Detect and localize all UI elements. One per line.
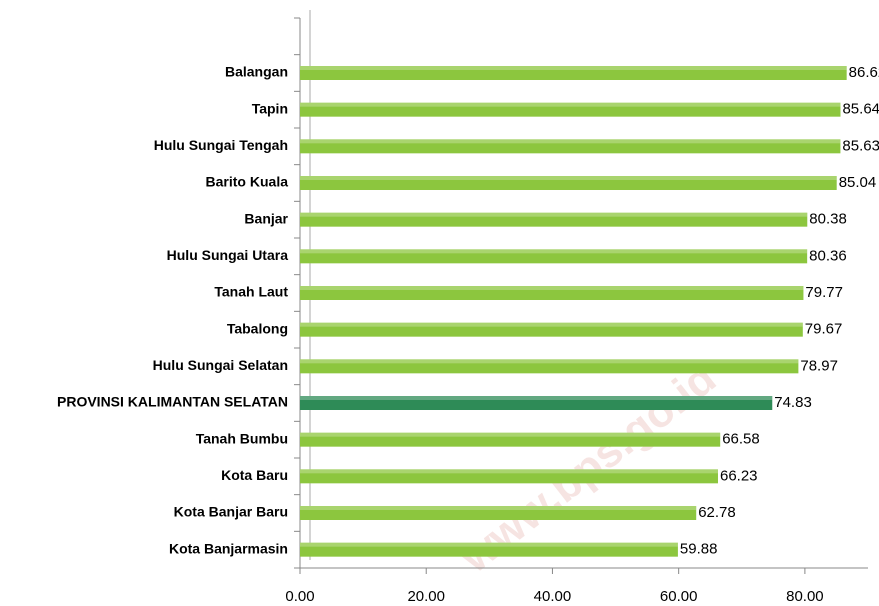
bar	[300, 506, 697, 520]
data-label: 86.62	[849, 64, 879, 81]
bar-highlight	[300, 359, 799, 364]
y-tick-label: Kota Banjar Baru	[174, 504, 288, 520]
y-tick-label: Tanah Laut	[214, 284, 288, 300]
data-label: 79.77	[805, 284, 843, 301]
y-tick-label: Tapin	[252, 100, 288, 116]
bar-highlight	[300, 139, 841, 144]
data-label: 80.38	[809, 211, 847, 228]
bar-highlight	[300, 396, 773, 400]
x-tick-label: 40.00	[534, 588, 572, 605]
bar-highlight	[300, 176, 837, 180]
bar	[300, 469, 718, 484]
bar-highlight	[300, 542, 678, 547]
bar	[300, 542, 678, 557]
data-label: 62.78	[698, 504, 736, 521]
y-tick-label: Hulu Sungai Selatan	[153, 357, 288, 373]
bar	[300, 102, 841, 117]
bar	[300, 286, 804, 300]
y-tick-label: PROVINSI KALIMANTAN SELATAN	[57, 394, 288, 410]
data-label: 78.97	[800, 357, 838, 374]
bar-highlight	[300, 212, 808, 217]
bar-highlight	[300, 249, 808, 254]
x-tick-label: 80.00	[786, 588, 824, 605]
y-tick-label: Tabalong	[227, 320, 288, 336]
data-label: 85.63	[842, 137, 879, 154]
bar-highlight	[300, 322, 803, 327]
bar	[300, 249, 808, 264]
data-label: 85.04	[839, 174, 877, 191]
data-label: 79.67	[805, 321, 843, 338]
bar	[300, 322, 803, 337]
bar	[300, 176, 837, 190]
x-tick-label: 0.00	[285, 588, 314, 605]
data-label: 66.58	[722, 431, 760, 448]
x-tick-label: 20.00	[407, 588, 445, 605]
y-tick-label: Tanah Bumbu	[196, 430, 288, 446]
bar-highlight	[300, 432, 721, 437]
bar	[300, 432, 721, 447]
bar-highlight	[300, 102, 841, 107]
data-label: 74.83	[774, 394, 812, 411]
data-label: 59.88	[680, 541, 718, 558]
bar	[300, 66, 847, 80]
y-tick-label: Hulu Sungai Tengah	[154, 137, 288, 153]
y-tick-label: Kota Banjarmasin	[169, 540, 288, 556]
data-label: 66.23	[720, 467, 758, 484]
bar-highlight	[300, 66, 847, 70]
data-label: 85.64	[842, 101, 879, 118]
y-tick-label: Balangan	[225, 64, 288, 80]
y-tick-label: Barito Kuala	[206, 174, 289, 190]
x-tick-label: 60.00	[660, 588, 698, 605]
data-label: 80.36	[809, 247, 847, 264]
bar	[300, 212, 808, 227]
bar	[300, 396, 773, 410]
y-tick-label: Banjar	[244, 210, 288, 226]
bar-highlight	[300, 506, 697, 510]
bar-highlight	[300, 469, 718, 474]
bar-highlight	[300, 286, 804, 290]
bar	[300, 359, 799, 374]
y-tick-label: Hulu Sungai Utara	[167, 247, 289, 263]
bar	[300, 139, 841, 154]
y-tick-label: Kota Baru	[221, 467, 288, 483]
